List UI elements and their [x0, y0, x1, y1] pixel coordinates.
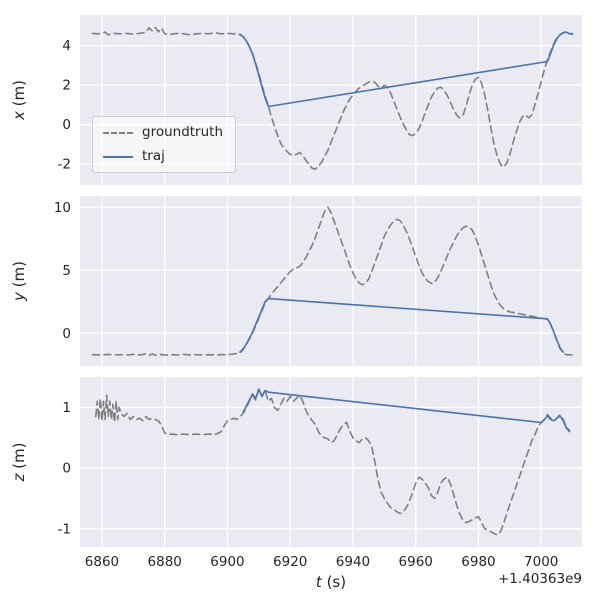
x-tick-label: 6960	[399, 554, 433, 570]
series-line-groundtruth	[94, 388, 571, 536]
series-line-groundtruth	[91, 26, 574, 170]
series-line-traj	[239, 297, 565, 353]
subplot-y: 0 5 10 y (m)	[10, 196, 582, 366]
x-tick-label: 6900	[210, 554, 244, 570]
y-axis-label: x (m)	[10, 80, 28, 121]
x-tick-label: 6880	[148, 554, 182, 570]
x-tick-label: 7000	[524, 554, 558, 570]
x-tick-label: 6920	[273, 554, 307, 570]
groundtruth-dashed-line-icon	[103, 131, 133, 134]
series-line-traj	[242, 388, 571, 433]
y-axis-label: y (m)	[10, 261, 28, 302]
subplot-z: -1 0 1 z (m)	[10, 377, 582, 547]
x-tick-label: 6980	[461, 554, 495, 570]
traj-solid-line-icon	[103, 155, 133, 158]
axes-background	[80, 196, 582, 366]
axes-background	[80, 377, 582, 547]
y-axis-label: z (m)	[10, 443, 28, 483]
y-tick-label: 4	[62, 38, 71, 54]
legend-label-traj: traj	[142, 148, 165, 164]
y-tick-label: 1	[62, 400, 71, 416]
y-tick-label: -2	[58, 157, 71, 173]
series-line-traj	[239, 31, 574, 108]
legend-item-groundtruth: groundtruth	[103, 124, 223, 141]
y-tick-label: 0	[62, 117, 71, 133]
legend: groundtruth traj	[92, 116, 237, 173]
y-tick-label: 10	[54, 200, 71, 216]
y-tick-label: 5	[62, 263, 71, 279]
x-tick-label: 6860	[85, 554, 119, 570]
x-tick-label: 6940	[336, 554, 370, 570]
y-tick-label: 2	[62, 78, 71, 94]
y-tick-label: -1	[58, 521, 71, 537]
series-line-groundtruth	[91, 206, 574, 357]
x-axis-offset-text: +1.40363e9	[498, 571, 582, 587]
legend-label-groundtruth: groundtruth	[142, 124, 224, 140]
x-axis-label: t (s)	[316, 573, 346, 591]
legend-item-traj: traj	[103, 148, 223, 165]
y-tick-label: 0	[62, 461, 71, 477]
y-tick-label: 0	[62, 326, 71, 342]
